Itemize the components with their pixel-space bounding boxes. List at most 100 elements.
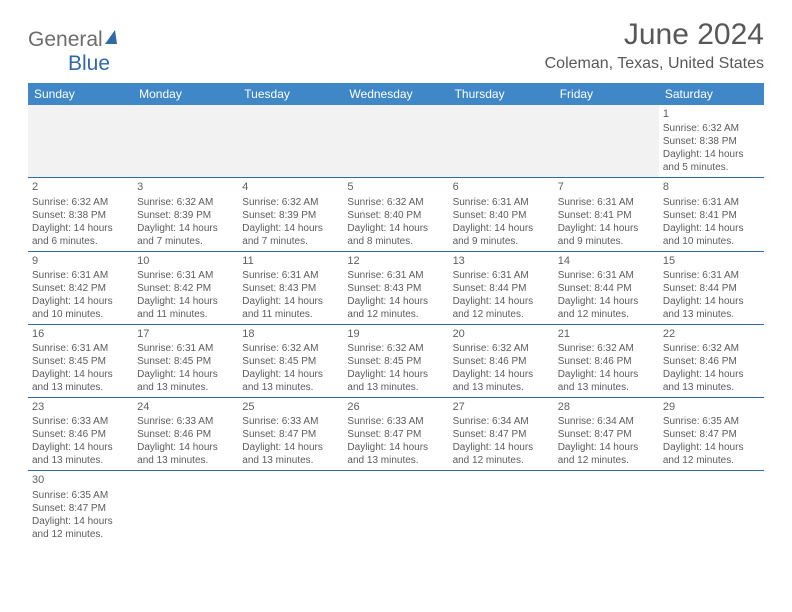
sunset-line: Sunset: 8:42 PM <box>137 282 234 295</box>
sunrise-line: Sunrise: 6:31 AM <box>453 196 550 209</box>
sunset-line: Sunset: 8:40 PM <box>347 209 444 222</box>
daylight-line: Daylight: 14 hours and 7 minutes. <box>242 222 339 248</box>
daylight-line: Daylight: 14 hours and 7 minutes. <box>137 222 234 248</box>
sunrise-line: Sunrise: 6:32 AM <box>137 196 234 209</box>
title-block: June 2024 Coleman, Texas, United States <box>545 18 764 79</box>
calendar-cell: 24Sunrise: 6:33 AMSunset: 8:46 PMDayligh… <box>133 398 238 471</box>
calendar-cell: 17Sunrise: 6:31 AMSunset: 8:45 PMDayligh… <box>133 324 238 397</box>
day-number: 29 <box>663 400 760 414</box>
day-number: 2 <box>32 180 129 194</box>
calendar-cell: 21Sunrise: 6:32 AMSunset: 8:46 PMDayligh… <box>554 324 659 397</box>
calendar-cell: 16Sunrise: 6:31 AMSunset: 8:45 PMDayligh… <box>28 324 133 397</box>
daylight-line: Daylight: 14 hours and 5 minutes. <box>663 148 760 174</box>
sunrise-line: Sunrise: 6:33 AM <box>137 415 234 428</box>
day-number: 30 <box>32 473 129 487</box>
sunrise-line: Sunrise: 6:31 AM <box>347 269 444 282</box>
calendar-cell <box>238 471 343 544</box>
day-number: 14 <box>558 254 655 268</box>
sunset-line: Sunset: 8:41 PM <box>663 209 760 222</box>
calendar-row: 16Sunrise: 6:31 AMSunset: 8:45 PMDayligh… <box>28 324 764 397</box>
sunrise-line: Sunrise: 6:32 AM <box>558 342 655 355</box>
daylight-line: Daylight: 14 hours and 8 minutes. <box>347 222 444 248</box>
daylight-line: Daylight: 14 hours and 13 minutes. <box>32 368 129 394</box>
calendar-row: 9Sunrise: 6:31 AMSunset: 8:42 PMDaylight… <box>28 251 764 324</box>
daylight-line: Daylight: 14 hours and 12 minutes. <box>453 295 550 321</box>
sunset-line: Sunset: 8:47 PM <box>663 428 760 441</box>
sunset-line: Sunset: 8:46 PM <box>558 355 655 368</box>
calendar-cell <box>343 105 448 178</box>
location-text: Coleman, Texas, United States <box>545 55 764 73</box>
day-number: 7 <box>558 180 655 194</box>
daylight-line: Daylight: 14 hours and 12 minutes. <box>558 295 655 321</box>
daylight-line: Daylight: 14 hours and 12 minutes. <box>663 441 760 467</box>
calendar-cell <box>554 471 659 544</box>
weekday-header: Monday <box>133 83 238 105</box>
calendar-cell: 3Sunrise: 6:32 AMSunset: 8:39 PMDaylight… <box>133 178 238 251</box>
calendar-cell: 6Sunrise: 6:31 AMSunset: 8:40 PMDaylight… <box>449 178 554 251</box>
calendar-cell <box>343 471 448 544</box>
day-number: 21 <box>558 327 655 341</box>
header: General Blue June 2024 Coleman, Texas, U… <box>28 18 764 79</box>
sunset-line: Sunset: 8:46 PM <box>137 428 234 441</box>
sunrise-line: Sunrise: 6:33 AM <box>347 415 444 428</box>
sunset-line: Sunset: 8:47 PM <box>453 428 550 441</box>
weekday-header: Tuesday <box>238 83 343 105</box>
calendar-table: SundayMondayTuesdayWednesdayThursdayFrid… <box>28 83 764 544</box>
sunrise-line: Sunrise: 6:31 AM <box>242 269 339 282</box>
daylight-line: Daylight: 14 hours and 12 minutes. <box>558 441 655 467</box>
daylight-line: Daylight: 14 hours and 13 minutes. <box>242 441 339 467</box>
calendar-cell: 10Sunrise: 6:31 AMSunset: 8:42 PMDayligh… <box>133 251 238 324</box>
day-number: 16 <box>32 327 129 341</box>
daylight-line: Daylight: 14 hours and 12 minutes. <box>32 515 129 541</box>
day-number: 17 <box>137 327 234 341</box>
sunrise-line: Sunrise: 6:34 AM <box>558 415 655 428</box>
calendar-cell: 5Sunrise: 6:32 AMSunset: 8:40 PMDaylight… <box>343 178 448 251</box>
sunrise-line: Sunrise: 6:32 AM <box>663 342 760 355</box>
sunset-line: Sunset: 8:38 PM <box>663 135 760 148</box>
daylight-line: Daylight: 14 hours and 12 minutes. <box>453 441 550 467</box>
sunset-line: Sunset: 8:44 PM <box>663 282 760 295</box>
sunrise-line: Sunrise: 6:35 AM <box>32 489 129 502</box>
calendar-cell: 28Sunrise: 6:34 AMSunset: 8:47 PMDayligh… <box>554 398 659 471</box>
sunset-line: Sunset: 8:46 PM <box>32 428 129 441</box>
page: General Blue June 2024 Coleman, Texas, U… <box>0 0 792 544</box>
weekday-header: Sunday <box>28 83 133 105</box>
sunset-line: Sunset: 8:41 PM <box>558 209 655 222</box>
day-number: 1 <box>663 107 760 121</box>
sunrise-line: Sunrise: 6:32 AM <box>347 342 444 355</box>
calendar-cell: 23Sunrise: 6:33 AMSunset: 8:46 PMDayligh… <box>28 398 133 471</box>
calendar-cell <box>28 105 133 178</box>
calendar-body: 1Sunrise: 6:32 AMSunset: 8:38 PMDaylight… <box>28 105 764 544</box>
calendar-cell: 7Sunrise: 6:31 AMSunset: 8:41 PMDaylight… <box>554 178 659 251</box>
sunrise-line: Sunrise: 6:31 AM <box>558 269 655 282</box>
calendar-cell: 26Sunrise: 6:33 AMSunset: 8:47 PMDayligh… <box>343 398 448 471</box>
calendar-cell: 19Sunrise: 6:32 AMSunset: 8:45 PMDayligh… <box>343 324 448 397</box>
sunrise-line: Sunrise: 6:33 AM <box>242 415 339 428</box>
sunset-line: Sunset: 8:40 PM <box>453 209 550 222</box>
sunset-line: Sunset: 8:43 PM <box>242 282 339 295</box>
day-number: 24 <box>137 400 234 414</box>
daylight-line: Daylight: 14 hours and 13 minutes. <box>32 441 129 467</box>
sunset-line: Sunset: 8:39 PM <box>242 209 339 222</box>
sunset-line: Sunset: 8:44 PM <box>453 282 550 295</box>
calendar-cell: 13Sunrise: 6:31 AMSunset: 8:44 PMDayligh… <box>449 251 554 324</box>
weekday-header: Thursday <box>449 83 554 105</box>
day-number: 10 <box>137 254 234 268</box>
day-number: 4 <box>242 180 339 194</box>
sunrise-line: Sunrise: 6:31 AM <box>453 269 550 282</box>
calendar-row: 1Sunrise: 6:32 AMSunset: 8:38 PMDaylight… <box>28 105 764 178</box>
daylight-line: Daylight: 14 hours and 13 minutes. <box>137 441 234 467</box>
day-number: 23 <box>32 400 129 414</box>
day-number: 20 <box>453 327 550 341</box>
sunset-line: Sunset: 8:39 PM <box>137 209 234 222</box>
day-number: 6 <box>453 180 550 194</box>
day-number: 8 <box>663 180 760 194</box>
calendar-cell <box>449 471 554 544</box>
day-number: 22 <box>663 327 760 341</box>
calendar-cell: 27Sunrise: 6:34 AMSunset: 8:47 PMDayligh… <box>449 398 554 471</box>
sunrise-line: Sunrise: 6:32 AM <box>663 122 760 135</box>
sunset-line: Sunset: 8:47 PM <box>32 502 129 515</box>
calendar-row: 30 Sunrise: 6:35 AMSunset: 8:47 PMDayligh… <box>28 471 764 544</box>
calendar-cell <box>554 105 659 178</box>
sunrise-line: Sunrise: 6:31 AM <box>558 196 655 209</box>
